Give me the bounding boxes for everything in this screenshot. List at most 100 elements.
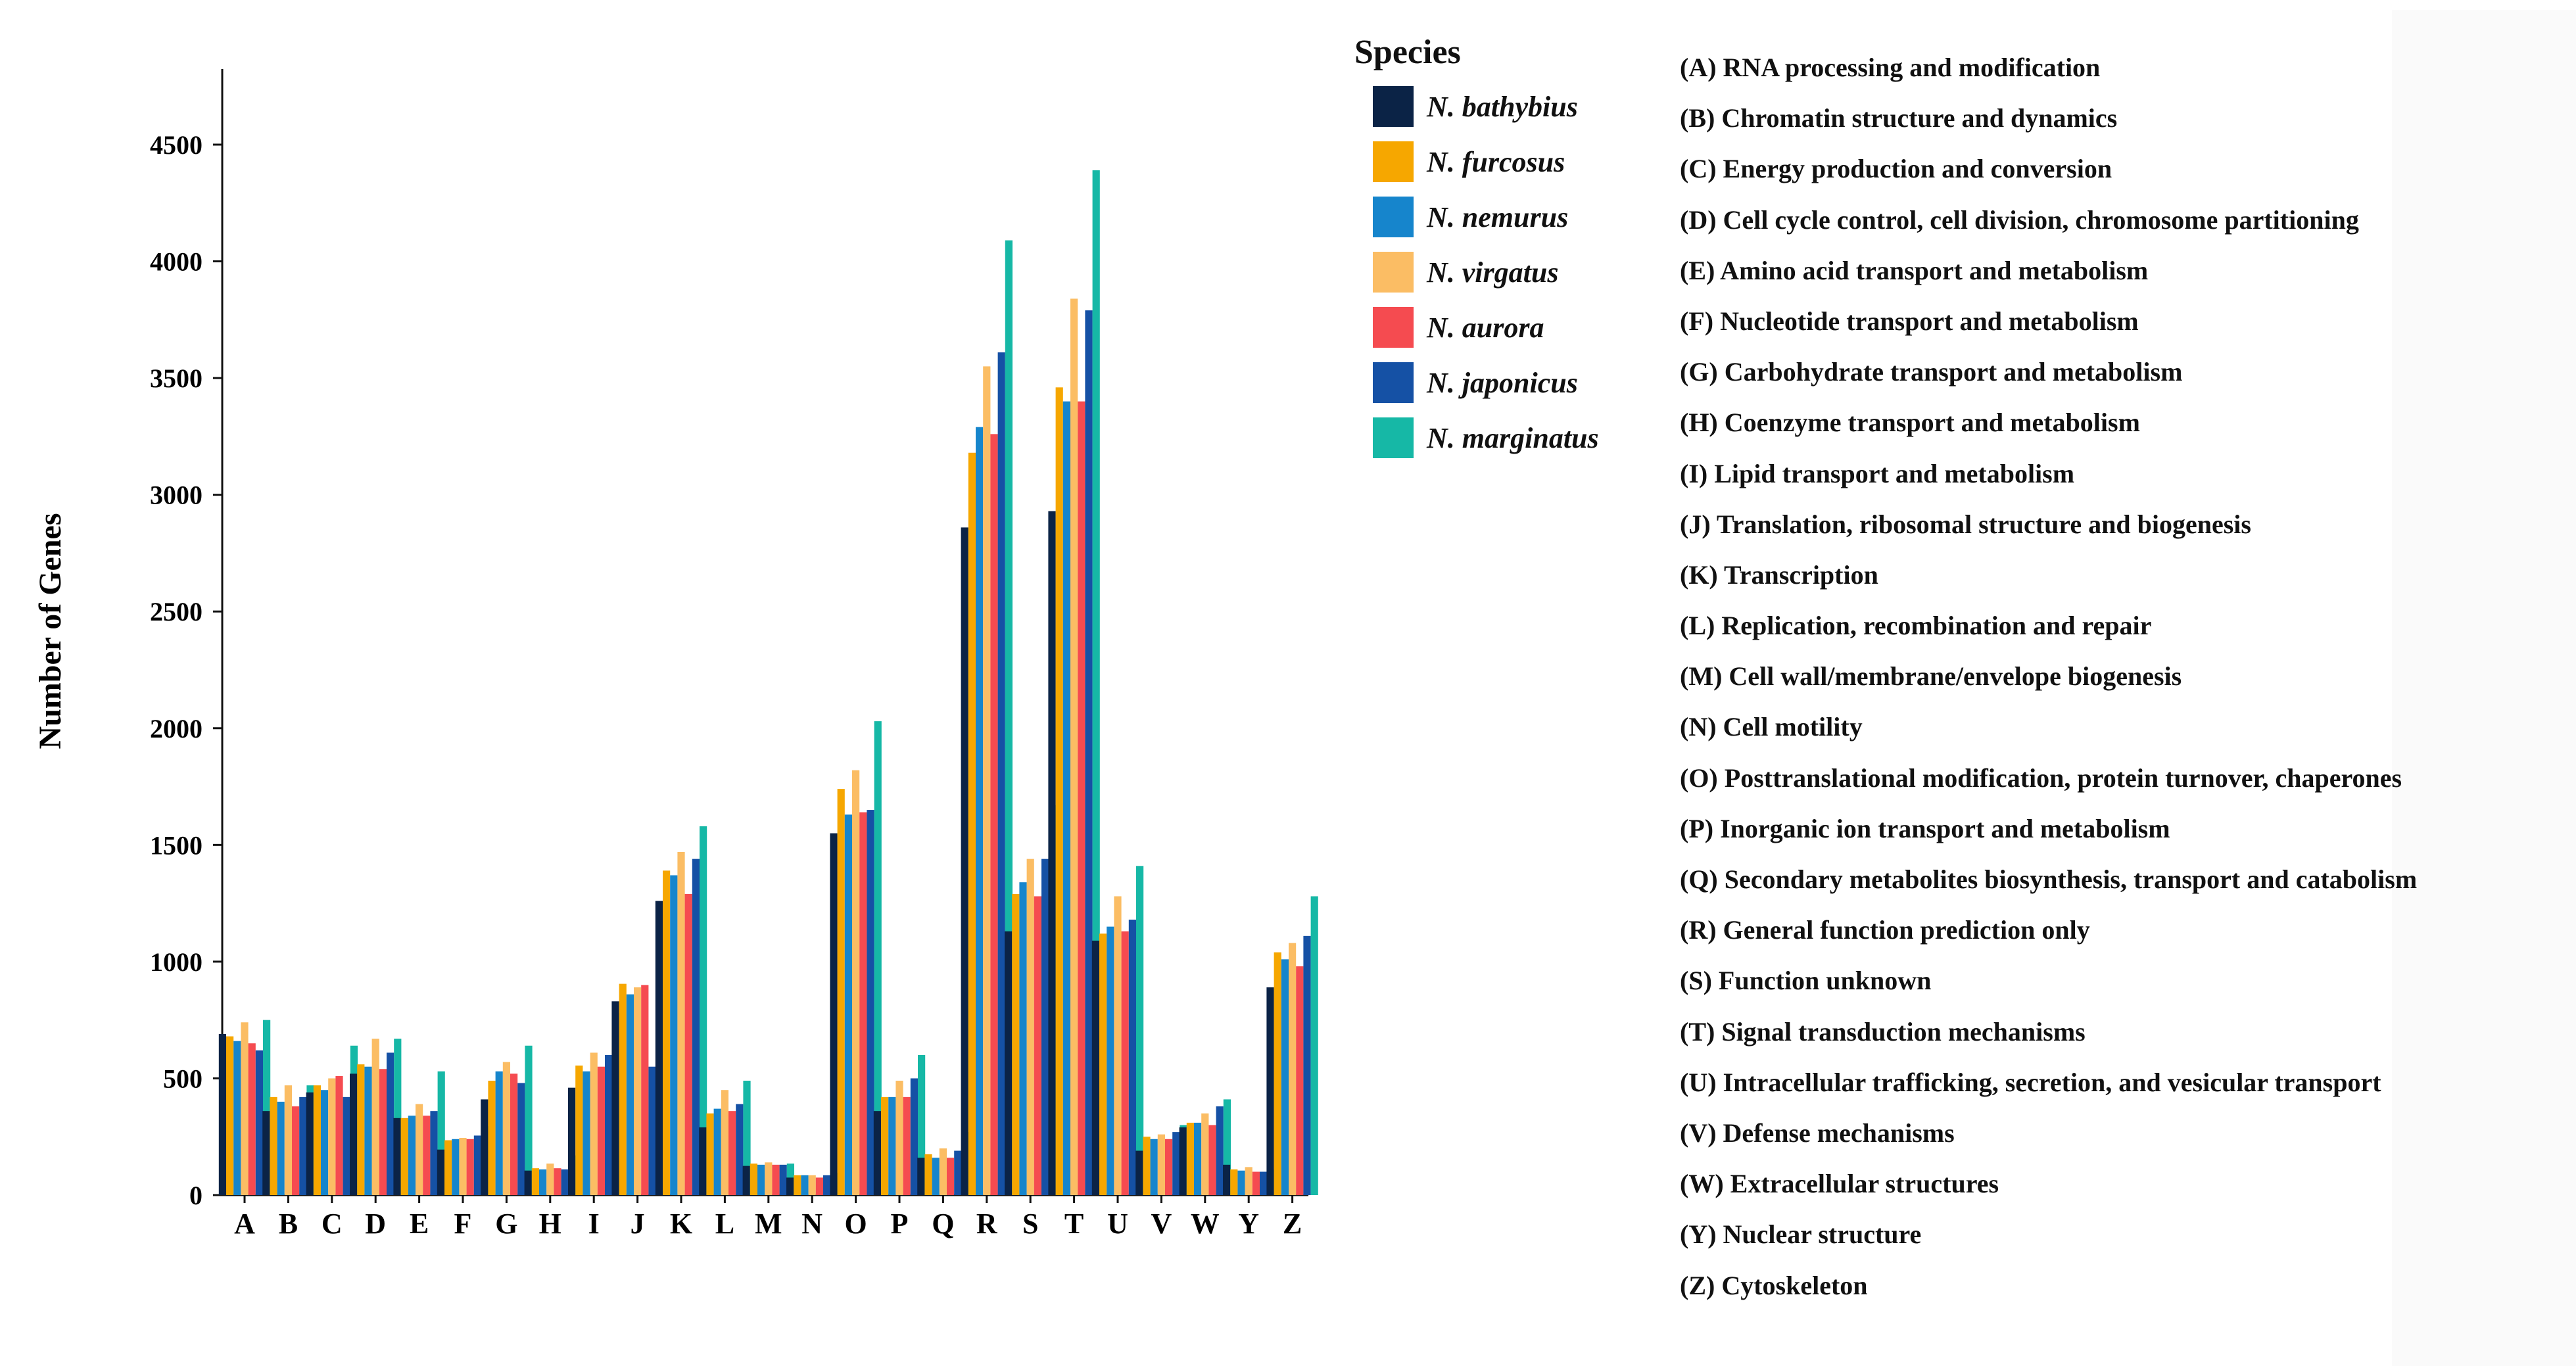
x-tick-label-T: T xyxy=(1064,1208,1084,1240)
bar-A-4 xyxy=(248,1043,256,1195)
category-description: (T) Signal transduction mechanisms xyxy=(1680,1016,2086,1047)
bar-Q-0 xyxy=(917,1158,925,1195)
x-tick-label-Q: Q xyxy=(932,1208,954,1240)
bar-E-3 xyxy=(416,1104,423,1195)
bar-Z-3 xyxy=(1289,943,1297,1195)
bar-A-2 xyxy=(233,1041,241,1195)
bar-F-3 xyxy=(459,1137,467,1195)
legend-swatch xyxy=(1373,362,1414,403)
bar-R-2 xyxy=(976,427,984,1195)
legend-label: N. marginatus xyxy=(1427,421,1599,454)
bar-I-2 xyxy=(583,1071,590,1195)
bar-R-1 xyxy=(968,452,976,1196)
legend-swatch xyxy=(1373,307,1414,348)
bar-H-5 xyxy=(561,1169,569,1195)
bar-chart: 0 500 1000 1500 2000 2500 3000 3500 4000 4500 Numb… xyxy=(33,69,1318,1240)
x-tick-label-L: L xyxy=(715,1208,734,1240)
legend-item: N. japonicus xyxy=(1373,362,1578,404)
bar-F-1 xyxy=(444,1140,452,1195)
category-description: (W) Extracellular structures xyxy=(1680,1169,1999,1199)
legend-title: Species xyxy=(1354,34,1461,71)
bar-R-4 xyxy=(990,434,998,1195)
legend-swatch xyxy=(1373,252,1414,293)
x-tick-label-D: D xyxy=(365,1208,386,1240)
x-tick-label-B: B xyxy=(279,1208,298,1240)
bar-F-2 xyxy=(452,1139,460,1195)
bar-L-3 xyxy=(721,1090,728,1195)
bar-F-5 xyxy=(473,1135,481,1195)
bar-P-1 xyxy=(881,1096,889,1195)
bar-P-5 xyxy=(910,1078,918,1195)
bar-R-3 xyxy=(983,366,991,1196)
bar-D-0 xyxy=(350,1073,358,1195)
bar-O-4 xyxy=(859,812,867,1195)
bar-I-3 xyxy=(590,1052,598,1195)
category-description: (E) Amino acid transport and metabolism xyxy=(1680,255,2149,285)
bar-R-6 xyxy=(1005,240,1013,1195)
category-description: (C) Energy production and conversion xyxy=(1680,154,2112,184)
bar-T-3 xyxy=(1070,298,1078,1196)
bar-K-2 xyxy=(670,875,678,1195)
bar-E-6 xyxy=(437,1071,445,1195)
category-description: (B) Chromatin structure and dynamics xyxy=(1680,103,2118,133)
bar-T-6 xyxy=(1092,170,1100,1195)
bar-F-4 xyxy=(466,1139,474,1195)
category-description: (V) Defense mechanisms xyxy=(1680,1118,1955,1148)
legend-swatch xyxy=(1373,141,1414,182)
bar-O-1 xyxy=(837,789,845,1195)
bar-Y-0 xyxy=(1223,1164,1231,1195)
bar-J-5 xyxy=(648,1066,656,1195)
bar-W-3 xyxy=(1201,1113,1209,1195)
bar-H-0 xyxy=(524,1170,532,1195)
y-axis-title: Number of Genes xyxy=(33,513,68,749)
category-description: (O) Posttranslational modification, prot… xyxy=(1680,763,2402,793)
bar-G-4 xyxy=(510,1073,518,1195)
legend-label: N. aurora xyxy=(1427,311,1544,344)
bar-H-3 xyxy=(546,1164,554,1195)
y-tick-label: 2000 xyxy=(150,714,203,743)
x-tick-label-C: C xyxy=(322,1208,343,1240)
bar-L-4 xyxy=(728,1111,736,1195)
bar-Z-5 xyxy=(1303,935,1311,1195)
bar-B-5 xyxy=(299,1096,307,1195)
legend-swatch xyxy=(1373,197,1414,237)
bar-Q-5 xyxy=(954,1150,962,1195)
bar-S-1 xyxy=(1012,893,1020,1195)
legend-label: N. japonicus xyxy=(1427,366,1578,399)
bar-U-0 xyxy=(1091,940,1099,1195)
bar-E-4 xyxy=(423,1116,431,1195)
bar-A-3 xyxy=(241,1022,249,1195)
bar-C-2 xyxy=(321,1090,329,1195)
bar-D-2 xyxy=(364,1066,372,1195)
bar-J-2 xyxy=(626,994,634,1195)
category-description: (A) RNA processing and modification xyxy=(1680,53,2101,82)
category-description: (P) Inorganic ion transport and metaboli… xyxy=(1680,813,2170,843)
x-tick-label-F: F xyxy=(454,1208,472,1240)
bar-Q-3 xyxy=(939,1148,947,1195)
x-tick-label-W: W xyxy=(1191,1208,1220,1240)
bar-Z-4 xyxy=(1296,966,1304,1195)
category-description: (H) Coenzyme transport and metabolism xyxy=(1680,408,2140,438)
bar-H-1 xyxy=(531,1168,539,1195)
bar-B-1 xyxy=(270,1096,277,1195)
bar-V-2 xyxy=(1150,1139,1158,1195)
y-tick-label: 3500 xyxy=(150,364,203,393)
bar-D-4 xyxy=(379,1069,387,1195)
bar-Z-0 xyxy=(1266,987,1274,1195)
x-tick-label-H: H xyxy=(539,1208,561,1240)
bar-V-1 xyxy=(1143,1137,1151,1195)
x-tick-label-A: A xyxy=(234,1208,255,1240)
bar-V-5 xyxy=(1172,1132,1180,1195)
y-tick-label: 2500 xyxy=(150,597,203,626)
y-tick-label: 1000 xyxy=(150,947,203,977)
bar-S-3 xyxy=(1026,859,1034,1195)
bar-E-1 xyxy=(400,1118,408,1195)
bar-K-0 xyxy=(655,901,663,1195)
bar-V-0 xyxy=(1135,1150,1143,1195)
bar-C-0 xyxy=(306,1092,314,1195)
x-tick-label-E: E xyxy=(410,1208,429,1240)
bar-J-0 xyxy=(611,1001,619,1195)
category-description: (R) General function prediction only xyxy=(1680,915,2090,945)
bar-N-2 xyxy=(801,1175,809,1195)
legend-label: N. nemurus xyxy=(1427,200,1569,233)
